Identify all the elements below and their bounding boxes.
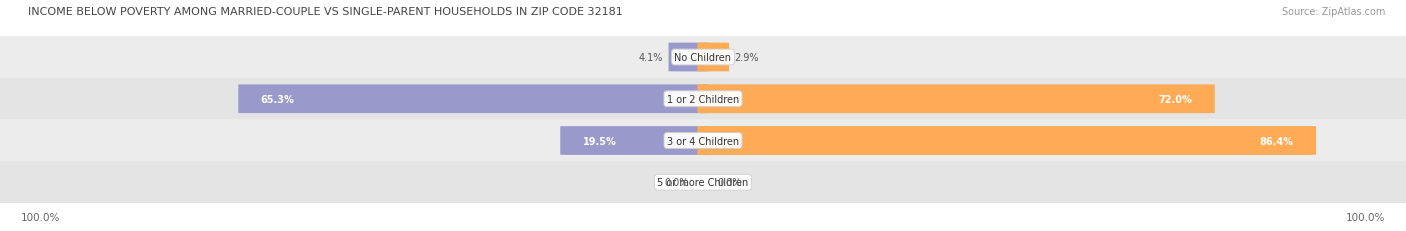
Text: INCOME BELOW POVERTY AMONG MARRIED-COUPLE VS SINGLE-PARENT HOUSEHOLDS IN ZIP COD: INCOME BELOW POVERTY AMONG MARRIED-COUPL… [28,7,623,17]
Text: 4.1%: 4.1% [638,53,664,63]
Text: Source: ZipAtlas.com: Source: ZipAtlas.com [1281,7,1385,17]
Text: 5 or more Children: 5 or more Children [658,177,748,188]
Text: 0.0%: 0.0% [665,177,689,188]
FancyBboxPatch shape [697,43,728,72]
Text: 3 or 4 Children: 3 or 4 Children [666,136,740,146]
FancyBboxPatch shape [0,37,1406,79]
Text: 1 or 2 Children: 1 or 2 Children [666,94,740,104]
Text: 86.4%: 86.4% [1260,136,1294,146]
Text: No Children: No Children [675,53,731,63]
FancyBboxPatch shape [0,161,1406,204]
Text: 2.9%: 2.9% [734,53,759,63]
Text: 19.5%: 19.5% [582,136,617,146]
FancyBboxPatch shape [238,85,709,114]
Text: 0.0%: 0.0% [717,177,741,188]
FancyBboxPatch shape [697,127,1316,155]
FancyBboxPatch shape [697,85,1215,114]
FancyBboxPatch shape [0,78,1406,120]
Text: 100.0%: 100.0% [1346,212,1385,222]
Text: 100.0%: 100.0% [21,212,60,222]
FancyBboxPatch shape [560,127,709,155]
Text: 72.0%: 72.0% [1159,94,1192,104]
Text: 65.3%: 65.3% [262,94,295,104]
FancyBboxPatch shape [0,120,1406,162]
FancyBboxPatch shape [669,43,709,72]
